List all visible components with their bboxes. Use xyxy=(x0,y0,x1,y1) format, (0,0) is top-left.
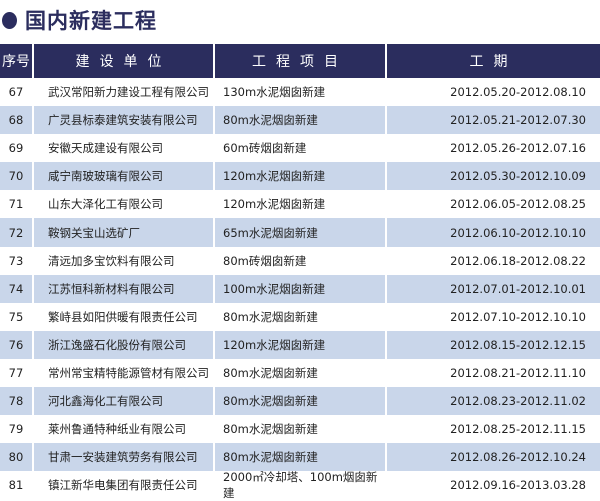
cell-company: 咸宁南玻玻璃有限公司 xyxy=(34,162,213,191)
cell-project: 60m砖烟囱新建 xyxy=(223,141,307,156)
cell-project: 100m水泥烟囱新建 xyxy=(215,274,385,303)
cell-period: 2012.05.20-2012.08.10 xyxy=(450,85,586,100)
cell-company: 甘肃一安装建筑劳务有限公司 xyxy=(34,443,213,472)
cell-period: 2012.06.10-2012.10.10 xyxy=(387,218,600,247)
cell-period: 2012.08.26-2012.10.24 xyxy=(387,443,600,472)
cell-project: 120m水泥烟囱新建 xyxy=(215,162,385,191)
cell-no: 67 xyxy=(8,85,24,100)
cell-company: 河北鑫海化工有限公司 xyxy=(34,387,213,416)
cell-project: 80m水泥烟囱新建 xyxy=(215,106,385,135)
cell-period: 2012.08.21-2012.11.10 xyxy=(450,365,586,380)
section-title-text: 国内新建工程 xyxy=(25,9,157,33)
cell-period: 2012.08.15-2012.12.15 xyxy=(387,330,600,359)
table-body: 67 武汉常阳新力建设工程有限公司 130m水泥烟囱新建 2012.05.20-201… xyxy=(0,78,600,501)
table-row: 80 甘肃一安装建筑劳务有限公司 80m水泥烟囱新建 2012.08.26-2012.… xyxy=(0,443,600,472)
cell-no: 71 xyxy=(8,197,24,212)
cell-period: 2012.05.26-2012.07.16 xyxy=(450,141,586,156)
cell-company: 山东大泽化工有限公司 xyxy=(48,197,163,212)
cell-company: 鞍钢关宝山选矿厂 xyxy=(34,218,213,247)
cell-no: 77 xyxy=(8,365,24,380)
cell-period: 2012.07.10-2012.10.10 xyxy=(450,309,586,324)
cell-no: 78 xyxy=(0,387,32,416)
cell-company: 江苏恒科新材料有限公司 xyxy=(34,274,213,303)
cell-period: 2012.07.01-2012.10.01 xyxy=(387,274,600,303)
cell-period: 2012.09.16-2013.03.28 xyxy=(450,478,586,493)
table-row: 72 鞍钢关宝山选矿厂 65m水泥烟囱新建 2012.06.10-2012.10.10 xyxy=(0,218,600,247)
cell-company: 常州常宝精特能源管材有限公司 xyxy=(48,365,209,380)
cell-project: 120m水泥烟囱新建 xyxy=(223,197,326,212)
table-row: 78 河北鑫海化工有限公司 80m水泥烟囱新建 2012.08.23-2012.11.… xyxy=(0,387,600,416)
table-row: 76 浙江逸盛石化股份有限公司 120m水泥烟囱新建 2012.08.15-2012.… xyxy=(0,330,600,359)
table-row: 73 清远加多宝饮料有限公司 80m砖烟囱新建 2012.06.18-2012.08.… xyxy=(0,247,600,275)
cell-company: 繁峙县如阳供暖有限责任公司 xyxy=(48,309,198,324)
cell-no: 74 xyxy=(0,274,32,303)
cell-no: 72 xyxy=(0,218,32,247)
cell-no: 73 xyxy=(8,253,24,268)
cell-no: 69 xyxy=(8,141,24,156)
cell-company: 清远加多宝饮料有限公司 xyxy=(48,253,175,268)
header-period: 工期 xyxy=(387,44,600,78)
cell-project: 130m水泥烟囱新建 xyxy=(223,85,326,100)
cell-company: 镇江新华电集团有限责任公司 xyxy=(48,478,198,493)
cell-period: 2012.05.30-2012.10.09 xyxy=(387,162,600,191)
cell-period: 2012.08.23-2012.11.02 xyxy=(387,387,600,416)
table-row: 81 镇江新华电集团有限责任公司 2000㎡冷却塔、100m烟囱新建 2012.09.… xyxy=(0,470,600,501)
table-header: 序号 建设单位 工程项目 工期 xyxy=(0,44,600,78)
cell-company: 广灵县标泰建筑安装有限公司 xyxy=(34,106,213,135)
cell-company: 武汉常阳新力建设工程有限公司 xyxy=(48,85,209,100)
cell-no: 68 xyxy=(0,106,32,135)
table-row: 67 武汉常阳新力建设工程有限公司 130m水泥烟囱新建 2012.05.20-201… xyxy=(0,78,600,106)
header-project: 工程项目 xyxy=(215,44,385,78)
table-row: 77 常州常宝精特能源管材有限公司 80m水泥烟囱新建 2012.08.21-2012… xyxy=(0,359,600,387)
cell-no: 80 xyxy=(0,443,32,472)
table-row: 70 咸宁南玻玻璃有限公司 120m水泥烟囱新建 2012.05.30-2012.10… xyxy=(0,162,600,191)
table-row: 69 安徽天成建设有限公司 60m砖烟囱新建 2012.05.26-2012.07.1… xyxy=(0,134,600,162)
cell-project: 80m水泥烟囱新建 xyxy=(215,443,385,472)
table-row: 74 江苏恒科新材料有限公司 100m水泥烟囱新建 2012.07.01-2012.1… xyxy=(0,274,600,303)
header-company: 建设单位 xyxy=(34,44,213,78)
cell-period: 2012.05.21-2012.07.30 xyxy=(387,106,600,135)
table-row: 71 山东大泽化工有限公司 120m水泥烟囱新建 2012.06.05-2012.08… xyxy=(0,190,600,218)
table-row: 75 繁峙县如阳供暖有限责任公司 80m水泥烟囱新建 2012.07.10-2012.… xyxy=(0,303,600,331)
cell-project: 120m水泥烟囱新建 xyxy=(215,330,385,359)
cell-project: 65m水泥烟囱新建 xyxy=(215,218,385,247)
cell-project: 80m水泥烟囱新建 xyxy=(223,365,318,380)
cell-project: 2000㎡冷却塔、100m烟囱新建 xyxy=(223,470,378,501)
cell-company: 浙江逸盛石化股份有限公司 xyxy=(34,330,213,359)
cell-no: 76 xyxy=(0,330,32,359)
cell-project: 80m水泥烟囱新建 xyxy=(223,422,318,437)
cell-company: 安徽天成建设有限公司 xyxy=(48,141,163,156)
cell-period: 2012.06.05-2012.08.25 xyxy=(450,197,586,212)
projects-table: 序号 建设单位 工程项目 工期 67 武汉常阳新力建设工程有限公司 130m水泥烟囱… xyxy=(0,44,600,501)
cell-period: 2012.08.25-2012.11.15 xyxy=(450,422,586,437)
table-row: 68 广灵县标泰建筑安装有限公司 80m水泥烟囱新建 2012.05.21-2012.… xyxy=(0,106,600,135)
cell-project: 80m水泥烟囱新建 xyxy=(215,387,385,416)
cell-project: 80m砖烟囱新建 xyxy=(223,253,307,268)
header-no: 序号 xyxy=(0,44,32,78)
cell-no: 81 xyxy=(8,478,24,493)
bullet-icon xyxy=(2,11,17,29)
cell-no: 79 xyxy=(8,422,24,437)
cell-company: 莱州鲁通特种纸业有限公司 xyxy=(48,422,186,437)
cell-no: 75 xyxy=(8,309,24,324)
cell-project: 80m水泥烟囱新建 xyxy=(223,309,318,324)
table-row: 79 莱州鲁通特种纸业有限公司 80m水泥烟囱新建 2012.08.25-2012.1… xyxy=(0,415,600,443)
cell-period: 2012.06.18-2012.08.22 xyxy=(450,253,586,268)
cell-no: 70 xyxy=(0,162,32,191)
section-title: 国内新建工程 xyxy=(2,4,157,36)
